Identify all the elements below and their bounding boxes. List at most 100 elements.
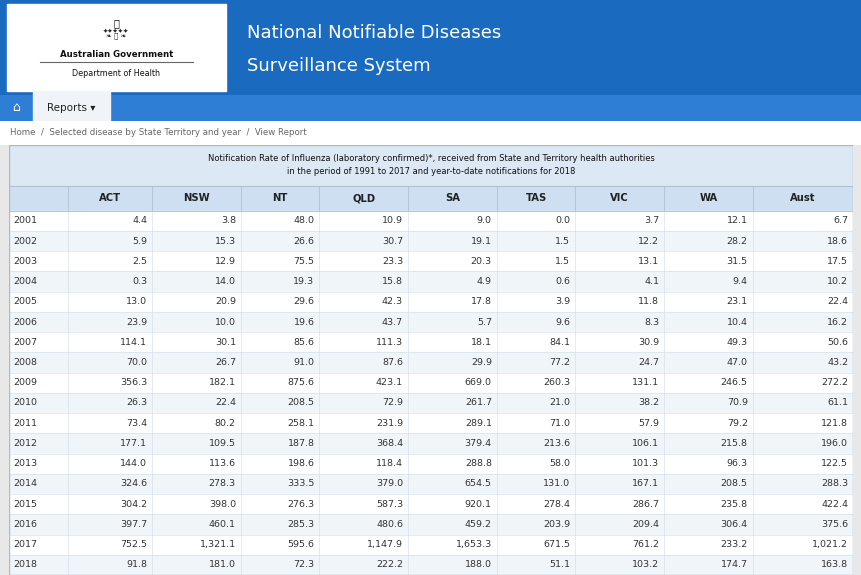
Text: 278.4: 278.4 [542,500,570,509]
Text: 215.8: 215.8 [720,439,746,448]
Text: 2005: 2005 [14,297,38,306]
Text: 654.5: 654.5 [464,480,492,488]
Text: 187.8: 187.8 [287,439,314,448]
Text: 460.1: 460.1 [208,520,236,529]
Text: 79.2: 79.2 [726,419,746,428]
Text: 2014: 2014 [14,480,38,488]
Text: 2016: 2016 [14,520,38,529]
Text: 2003: 2003 [14,257,38,266]
Bar [9,373,852,393]
Text: 480.6: 480.6 [375,520,403,529]
Text: 208.5: 208.5 [287,398,314,408]
Bar [9,251,852,271]
Text: National Notifiable Diseases: National Notifiable Diseases [247,24,501,42]
Text: 288.8: 288.8 [464,459,492,468]
Text: 2001: 2001 [14,216,38,225]
Text: 286.7: 286.7 [631,500,659,509]
Text: 2018: 2018 [14,561,38,569]
Bar [9,332,852,352]
Bar [0,95,33,121]
Bar [9,312,852,332]
Text: 121.8: 121.8 [821,419,847,428]
Text: 109.5: 109.5 [208,439,236,448]
Text: 144.0: 144.0 [120,459,147,468]
Text: 48.0: 48.0 [293,216,314,225]
Text: 8.3: 8.3 [643,317,659,327]
Text: 0.3: 0.3 [132,277,147,286]
Text: 333.5: 333.5 [287,480,314,488]
Text: 71.0: 71.0 [548,419,570,428]
Text: 22.4: 22.4 [214,398,236,408]
Text: 29.9: 29.9 [470,358,492,367]
Text: 51.1: 51.1 [548,561,570,569]
Text: 379.4: 379.4 [464,439,492,448]
Text: 🦘: 🦘 [114,18,119,28]
Text: 84.1: 84.1 [548,338,570,347]
Text: 6.7: 6.7 [833,216,847,225]
Text: 288.3: 288.3 [821,480,847,488]
Text: 38.2: 38.2 [637,398,659,408]
Text: 1,321.1: 1,321.1 [200,540,236,549]
Bar [9,494,852,514]
Text: 2004: 2004 [14,277,38,286]
Text: 2009: 2009 [14,378,38,387]
Text: 1,653.3: 1,653.3 [455,540,492,549]
Text: 19.6: 19.6 [293,317,314,327]
Text: TAS: TAS [525,193,546,203]
Text: 26.3: 26.3 [126,398,147,408]
Text: 61.1: 61.1 [827,398,847,408]
Text: 306.4: 306.4 [720,520,746,529]
Text: 10.0: 10.0 [214,317,236,327]
Text: 22.4: 22.4 [827,297,847,306]
Text: 260.3: 260.3 [542,378,570,387]
Text: 761.2: 761.2 [631,540,659,549]
Text: 177.1: 177.1 [120,439,147,448]
Text: 15.8: 15.8 [381,277,403,286]
Text: 111.3: 111.3 [375,338,403,347]
Bar [9,231,852,251]
Text: 752.5: 752.5 [120,540,147,549]
Bar [9,292,852,312]
Text: 3.9: 3.9 [554,297,570,306]
Text: 3.7: 3.7 [643,216,659,225]
Text: 213.6: 213.6 [542,439,570,448]
Bar [9,454,852,474]
Text: 29.6: 29.6 [293,297,314,306]
Bar [7,4,226,91]
Bar [9,145,852,186]
Text: 96.3: 96.3 [726,459,746,468]
Text: 87.6: 87.6 [381,358,403,367]
Text: 77.2: 77.2 [548,358,570,367]
Text: 12.2: 12.2 [637,236,659,246]
Text: 131.1: 131.1 [631,378,659,387]
Text: 595.6: 595.6 [287,540,314,549]
Bar [9,514,852,535]
Text: 101.3: 101.3 [631,459,659,468]
Text: 2007: 2007 [14,338,38,347]
Text: 20.9: 20.9 [214,297,236,306]
Text: 2015: 2015 [14,500,38,509]
Text: 73.4: 73.4 [126,419,147,428]
Text: 304.2: 304.2 [120,500,147,509]
Text: 131.0: 131.0 [542,480,570,488]
Text: 368.4: 368.4 [375,439,403,448]
Text: 17.5: 17.5 [827,257,847,266]
Text: ACT: ACT [99,193,121,203]
Text: 397.7: 397.7 [120,520,147,529]
Text: 72.3: 72.3 [293,561,314,569]
Text: 209.4: 209.4 [631,520,659,529]
Text: 276.3: 276.3 [287,500,314,509]
Text: 669.0: 669.0 [464,378,492,387]
Text: 18.6: 18.6 [827,236,847,246]
Text: 289.1: 289.1 [464,419,492,428]
Text: 113.6: 113.6 [208,459,236,468]
Text: 9.0: 9.0 [476,216,492,225]
Text: 459.2: 459.2 [464,520,492,529]
Text: SA: SA [444,193,460,203]
Text: 181.0: 181.0 [208,561,236,569]
Text: 58.0: 58.0 [548,459,570,468]
Text: 671.5: 671.5 [542,540,570,549]
Bar [9,555,852,575]
Text: 103.2: 103.2 [631,561,659,569]
Text: 70.0: 70.0 [126,358,147,367]
